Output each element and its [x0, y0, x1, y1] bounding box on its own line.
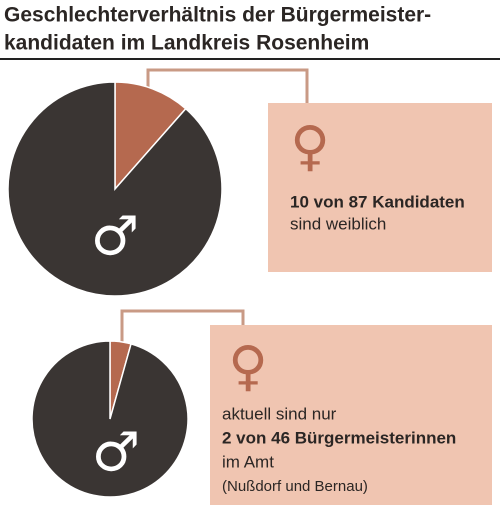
male-symbol: ♂ [92, 421, 140, 484]
title-line: Geschlechterverhältnis der Bürgermeister… [4, 4, 431, 27]
title-line: kandidaten im Landkreis Rosenheim [4, 32, 369, 55]
pie-slice [31, 340, 189, 498]
male-symbol: ♂ [91, 205, 139, 268]
female-symbol: ♀ [228, 335, 268, 398]
caption-box [210, 325, 492, 505]
caption-line: (Nußdorf und Bernau) [222, 478, 368, 495]
pie-slice [114, 81, 187, 191]
caption-line: 10 von 87 Kandidaten [290, 192, 465, 211]
caption-line: sind weiblich [290, 214, 386, 233]
caption-line: im Amt [222, 452, 274, 471]
pie-slice [7, 81, 223, 297]
caption-box [268, 103, 492, 272]
caption-line: aktuell sind nur [222, 404, 337, 423]
connector [146, 68, 309, 103]
connector [120, 309, 245, 342]
female-symbol: ♀ [290, 115, 330, 178]
caption-line: 2 von 46 Bürgermeisterinnen [222, 428, 456, 447]
